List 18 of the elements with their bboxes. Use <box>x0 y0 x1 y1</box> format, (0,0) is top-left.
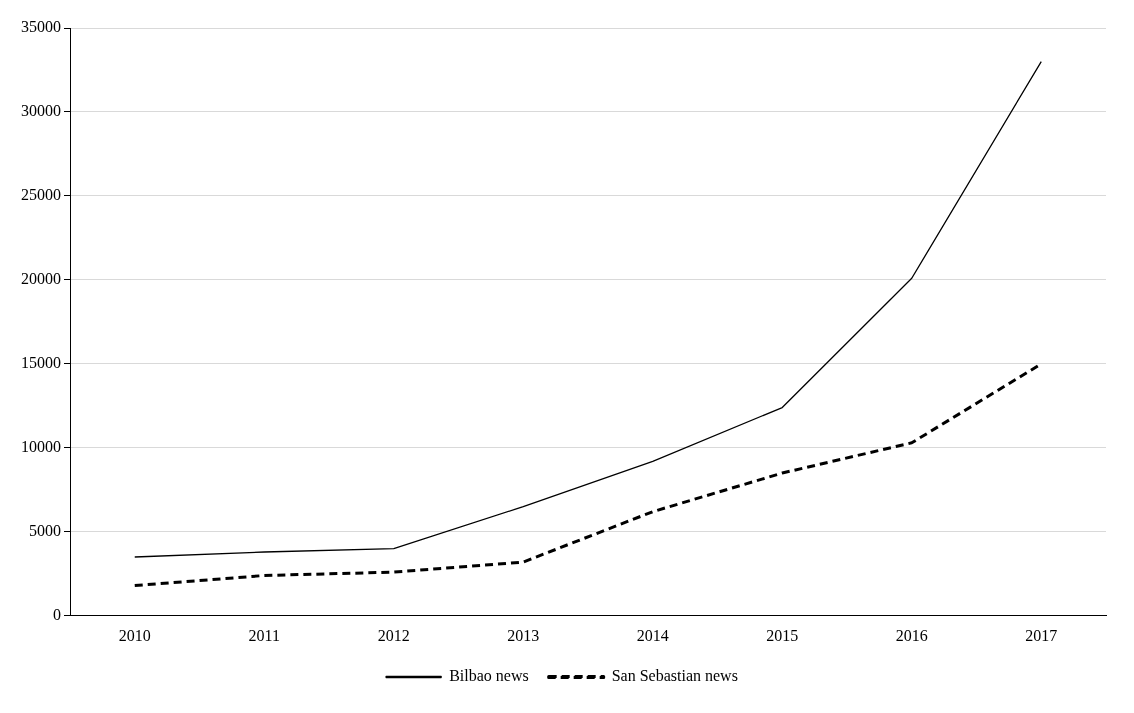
x-tick-label: 2017 <box>1025 626 1058 644</box>
y-tick-label: 10000 <box>21 438 61 456</box>
y-tick-label: 35000 <box>21 18 61 36</box>
legend-label: San Sebastian news <box>611 667 738 685</box>
y-tick-label: 30000 <box>21 102 61 120</box>
x-tick-label: 2015 <box>766 626 799 644</box>
y-tick-label: 20000 <box>21 270 61 288</box>
x-tick-label: 2010 <box>118 626 151 644</box>
x-tick-label: 2013 <box>507 626 540 644</box>
y-tick-label: 15000 <box>21 354 61 372</box>
y-tick-label: 25000 <box>21 186 61 204</box>
x-tick-label: 2011 <box>248 626 280 644</box>
y-tick-label: 0 <box>53 606 61 623</box>
legend-label: Bilbao news <box>449 667 529 685</box>
y-tick-label: 5000 <box>29 522 61 540</box>
x-tick-label: 2014 <box>636 626 669 644</box>
x-tick-label: 2012 <box>377 626 410 644</box>
x-tick-label: 2016 <box>895 626 928 644</box>
